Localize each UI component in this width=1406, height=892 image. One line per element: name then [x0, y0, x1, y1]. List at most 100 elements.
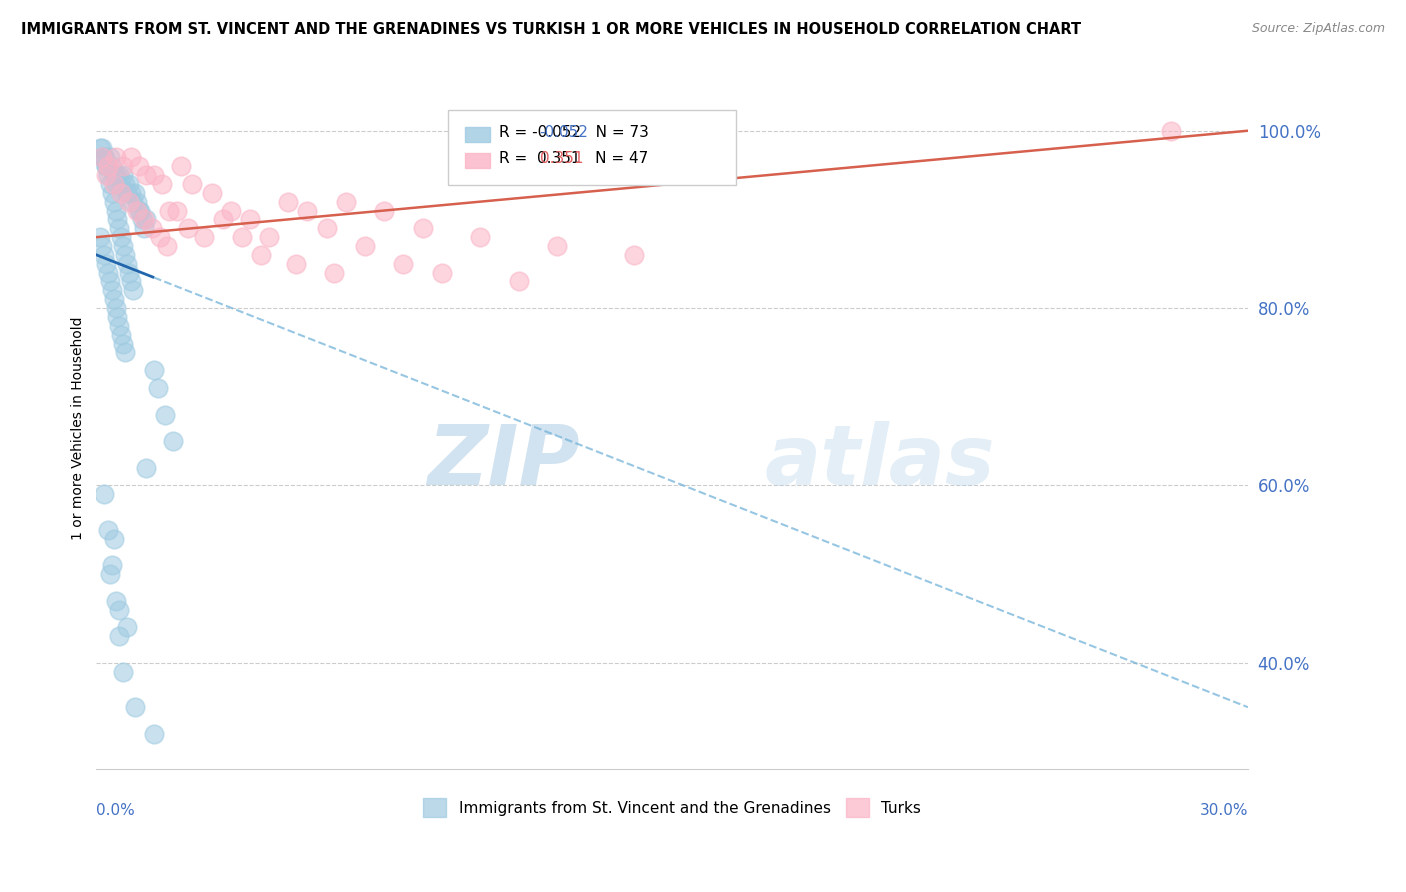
Point [89, 141, 111, 155]
Point [114, 345, 136, 359]
Point [108, 318, 131, 333]
Point [97, 159, 120, 173]
Point [112, 336, 135, 351]
Point [94, 159, 117, 173]
Point [97, 523, 120, 537]
Text: R = -0.052   N = 73: R = -0.052 N = 73 [499, 125, 650, 140]
Point [108, 629, 131, 643]
Point [110, 186, 132, 200]
Point [97, 168, 120, 182]
Point [128, 159, 150, 173]
Point [120, 186, 142, 200]
Point [110, 177, 132, 191]
Point [219, 203, 242, 218]
Point [623, 248, 645, 262]
Point [93, 248, 115, 262]
Point [129, 203, 152, 218]
Point [98, 275, 121, 289]
Point [97, 266, 120, 280]
Point [354, 239, 377, 253]
Point [155, 408, 177, 422]
Text: 0.0%: 0.0% [97, 804, 135, 819]
Text: Source: ZipAtlas.com: Source: ZipAtlas.com [1251, 22, 1385, 36]
Point [115, 186, 138, 200]
Point [121, 284, 143, 298]
Point [297, 203, 319, 218]
Point [114, 248, 136, 262]
Point [91, 150, 114, 164]
Point [104, 203, 127, 218]
Point [412, 221, 434, 235]
Point [142, 727, 165, 741]
Bar [465, 153, 491, 168]
Point [93, 150, 115, 164]
Point [91, 141, 114, 155]
Point [212, 212, 235, 227]
Point [373, 203, 395, 218]
Point [104, 301, 127, 315]
Point [118, 194, 141, 209]
Point [104, 150, 127, 164]
Text: -0.052: -0.052 [540, 125, 589, 140]
Point [107, 310, 129, 324]
Point [97, 159, 120, 173]
Text: 30.0%: 30.0% [1199, 804, 1249, 819]
Point [118, 177, 141, 191]
Point [1160, 124, 1182, 138]
Point [134, 221, 156, 235]
Point [546, 239, 568, 253]
Point [93, 150, 115, 164]
Point [115, 257, 138, 271]
Point [103, 532, 125, 546]
Point [239, 212, 262, 227]
Point [149, 230, 172, 244]
Point [231, 230, 253, 244]
Point [108, 602, 131, 616]
Point [98, 177, 121, 191]
Point [100, 159, 122, 173]
Point [250, 248, 273, 262]
Point [142, 363, 165, 377]
Point [103, 292, 125, 306]
Text: IMMIGRANTS FROM ST. VINCENT AND THE GRENADINES VS TURKISH 1 OR MORE VEHICLES IN : IMMIGRANTS FROM ST. VINCENT AND THE GREN… [21, 22, 1081, 37]
Point [108, 221, 131, 235]
Point [277, 194, 299, 209]
Point [315, 221, 337, 235]
Point [94, 159, 117, 173]
Text: R =  0.351   N = 47: R = 0.351 N = 47 [499, 152, 648, 166]
Point [112, 168, 135, 182]
Point [157, 203, 180, 218]
Point [156, 239, 179, 253]
Point [94, 168, 117, 182]
Point [98, 567, 121, 582]
Point [110, 327, 132, 342]
Point [91, 150, 114, 164]
Point [131, 212, 153, 227]
Y-axis label: 1 or more Vehicles in Household: 1 or more Vehicles in Household [72, 316, 86, 540]
Point [100, 284, 122, 298]
Point [107, 212, 129, 227]
Point [112, 239, 135, 253]
Text: ZIP: ZIP [427, 422, 581, 502]
Point [110, 230, 132, 244]
Point [470, 230, 492, 244]
Point [120, 150, 142, 164]
Point [104, 168, 127, 182]
Point [392, 257, 415, 271]
Point [115, 620, 138, 634]
Point [125, 203, 148, 218]
Point [257, 230, 280, 244]
Point [508, 275, 530, 289]
Point [121, 194, 143, 209]
Bar [465, 127, 491, 142]
Point [93, 487, 115, 501]
Point [91, 239, 114, 253]
Point [335, 194, 357, 209]
Point [114, 177, 136, 191]
Point [94, 257, 117, 271]
Legend: Immigrants from St. Vincent and the Grenadines, Turks: Immigrants from St. Vincent and the Gren… [418, 792, 927, 823]
Point [200, 186, 222, 200]
Text: atlas: atlas [765, 422, 995, 502]
Point [193, 230, 215, 244]
Point [103, 168, 125, 182]
